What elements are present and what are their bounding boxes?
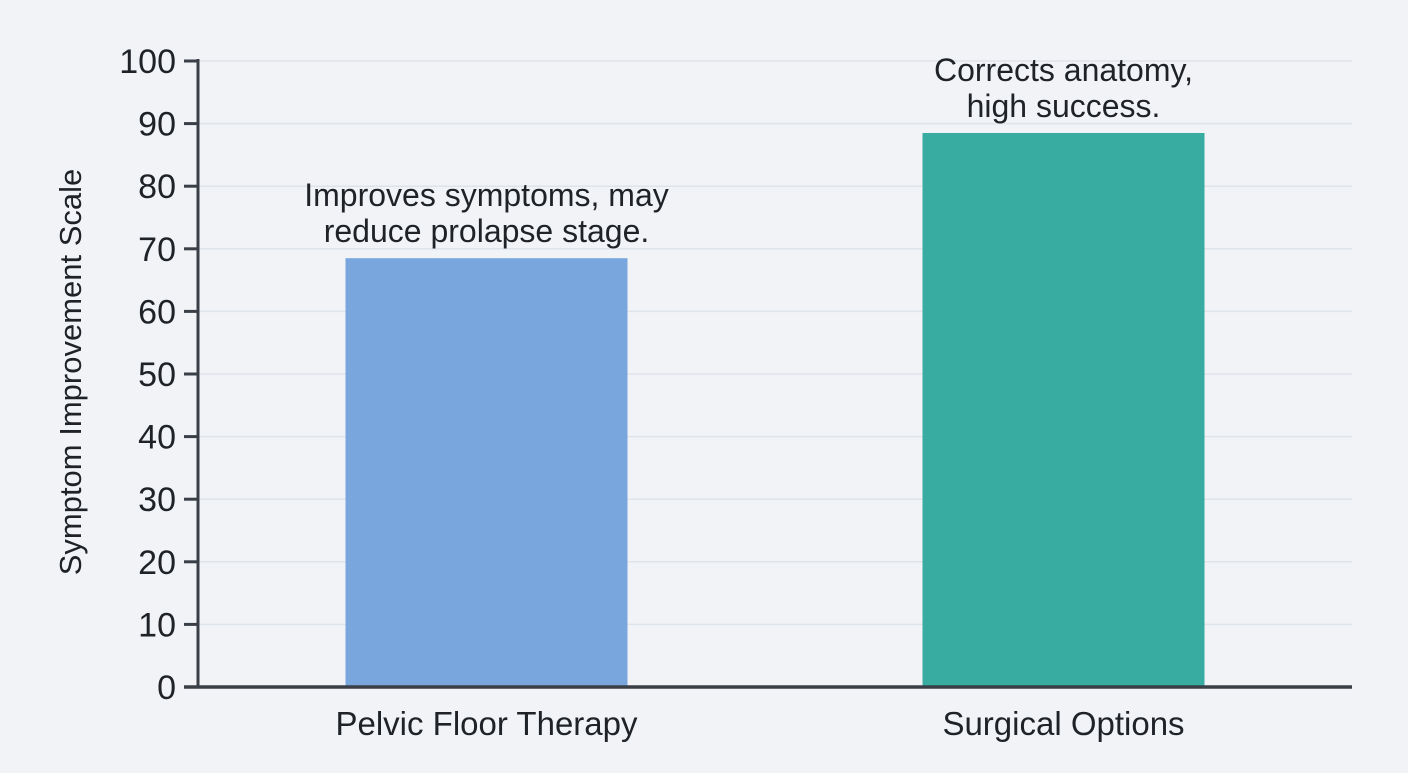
y-tick-label: 10 — [138, 606, 176, 644]
y-tick-label: 100 — [119, 43, 176, 81]
bar-surgical-options — [922, 132, 1205, 686]
bar-annotation-line: reduce prolapse stage. — [324, 213, 650, 249]
x-category-labels: Pelvic Floor Therapy Surgical Options — [335, 705, 1184, 742]
y-tick-labels: 0 10 20 30 40 50 60 70 80 90 100 — [119, 43, 176, 707]
bars — [345, 132, 1205, 686]
y-tick-label: 70 — [138, 231, 176, 269]
y-axis-title: Symptom Improvement Scale — [53, 169, 88, 576]
bar-annotation-line: Improves symptoms, may — [304, 177, 669, 213]
y-tick-label: 20 — [138, 544, 176, 582]
y-tick-label: 50 — [138, 356, 176, 394]
x-category-label: Surgical Options — [942, 705, 1184, 742]
y-tick-label: 60 — [138, 293, 176, 331]
axes — [184, 59, 1352, 689]
bar-pelvic-floor-therapy — [345, 258, 628, 686]
y-tick-label: 0 — [157, 669, 176, 707]
x-category-label: Pelvic Floor Therapy — [335, 705, 638, 742]
bar-annotation-line: Corrects anatomy, — [934, 52, 1193, 88]
y-tick-label: 40 — [138, 419, 176, 457]
y-tick-label: 90 — [138, 106, 176, 144]
bar-annotation-line: high success. — [967, 88, 1161, 124]
y-tick-label: 80 — [138, 168, 176, 206]
y-tick-label: 30 — [138, 481, 176, 519]
